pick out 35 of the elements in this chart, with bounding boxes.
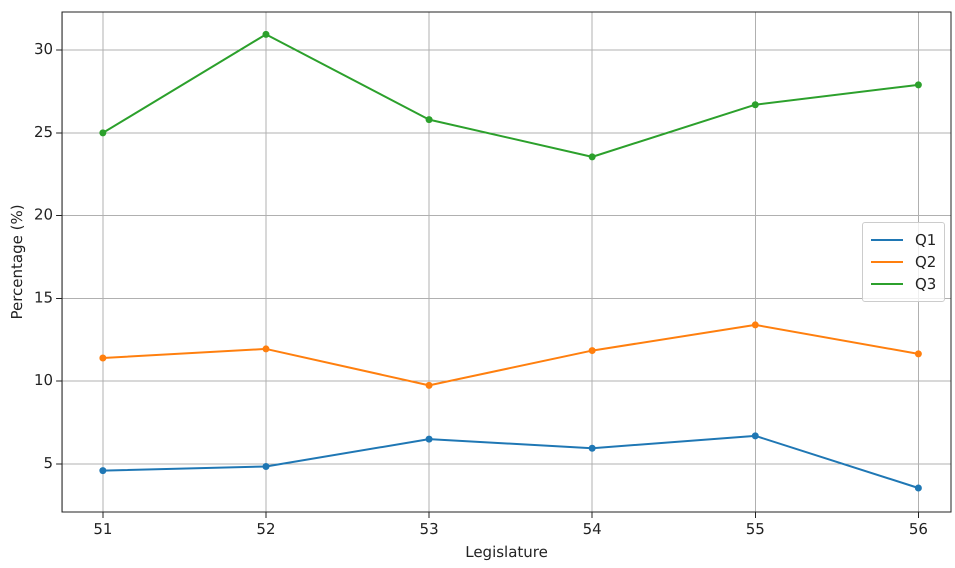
x-tick-label: 52 <box>256 520 276 538</box>
point <box>752 432 759 440</box>
x-tick-label: 51 <box>93 520 112 538</box>
x-axis-title: Legislature <box>465 542 548 561</box>
y-tick-label: 30 <box>34 40 54 58</box>
legend-label: Q3 <box>915 275 936 293</box>
legend-label: Q1 <box>915 231 936 249</box>
legend-label: Q2 <box>915 253 936 271</box>
point <box>99 467 106 474</box>
y-tick-label: 15 <box>34 288 54 306</box>
point <box>588 444 596 452</box>
point <box>426 382 433 389</box>
y-tick-label: 10 <box>34 371 54 390</box>
point <box>588 347 596 354</box>
point <box>99 354 106 362</box>
point <box>588 153 596 160</box>
point <box>914 350 922 358</box>
point <box>426 436 433 443</box>
point <box>914 484 922 492</box>
point <box>262 345 270 352</box>
y-axis-title: Percentage (%) <box>8 204 26 320</box>
point <box>262 462 270 470</box>
point <box>262 30 270 38</box>
y-tick-label: 25 <box>34 122 54 141</box>
y-tick-label: 5 <box>44 454 54 472</box>
point <box>426 116 433 124</box>
point <box>752 321 759 328</box>
x-tick-label: 55 <box>746 520 765 538</box>
x-tick-label: 53 <box>420 520 439 538</box>
x-tick-label: 56 <box>908 520 928 538</box>
point <box>914 81 922 88</box>
point <box>752 101 759 108</box>
x-tick-label: 54 <box>582 520 602 538</box>
point <box>99 129 106 136</box>
y-tick-label: 20 <box>34 206 54 224</box>
